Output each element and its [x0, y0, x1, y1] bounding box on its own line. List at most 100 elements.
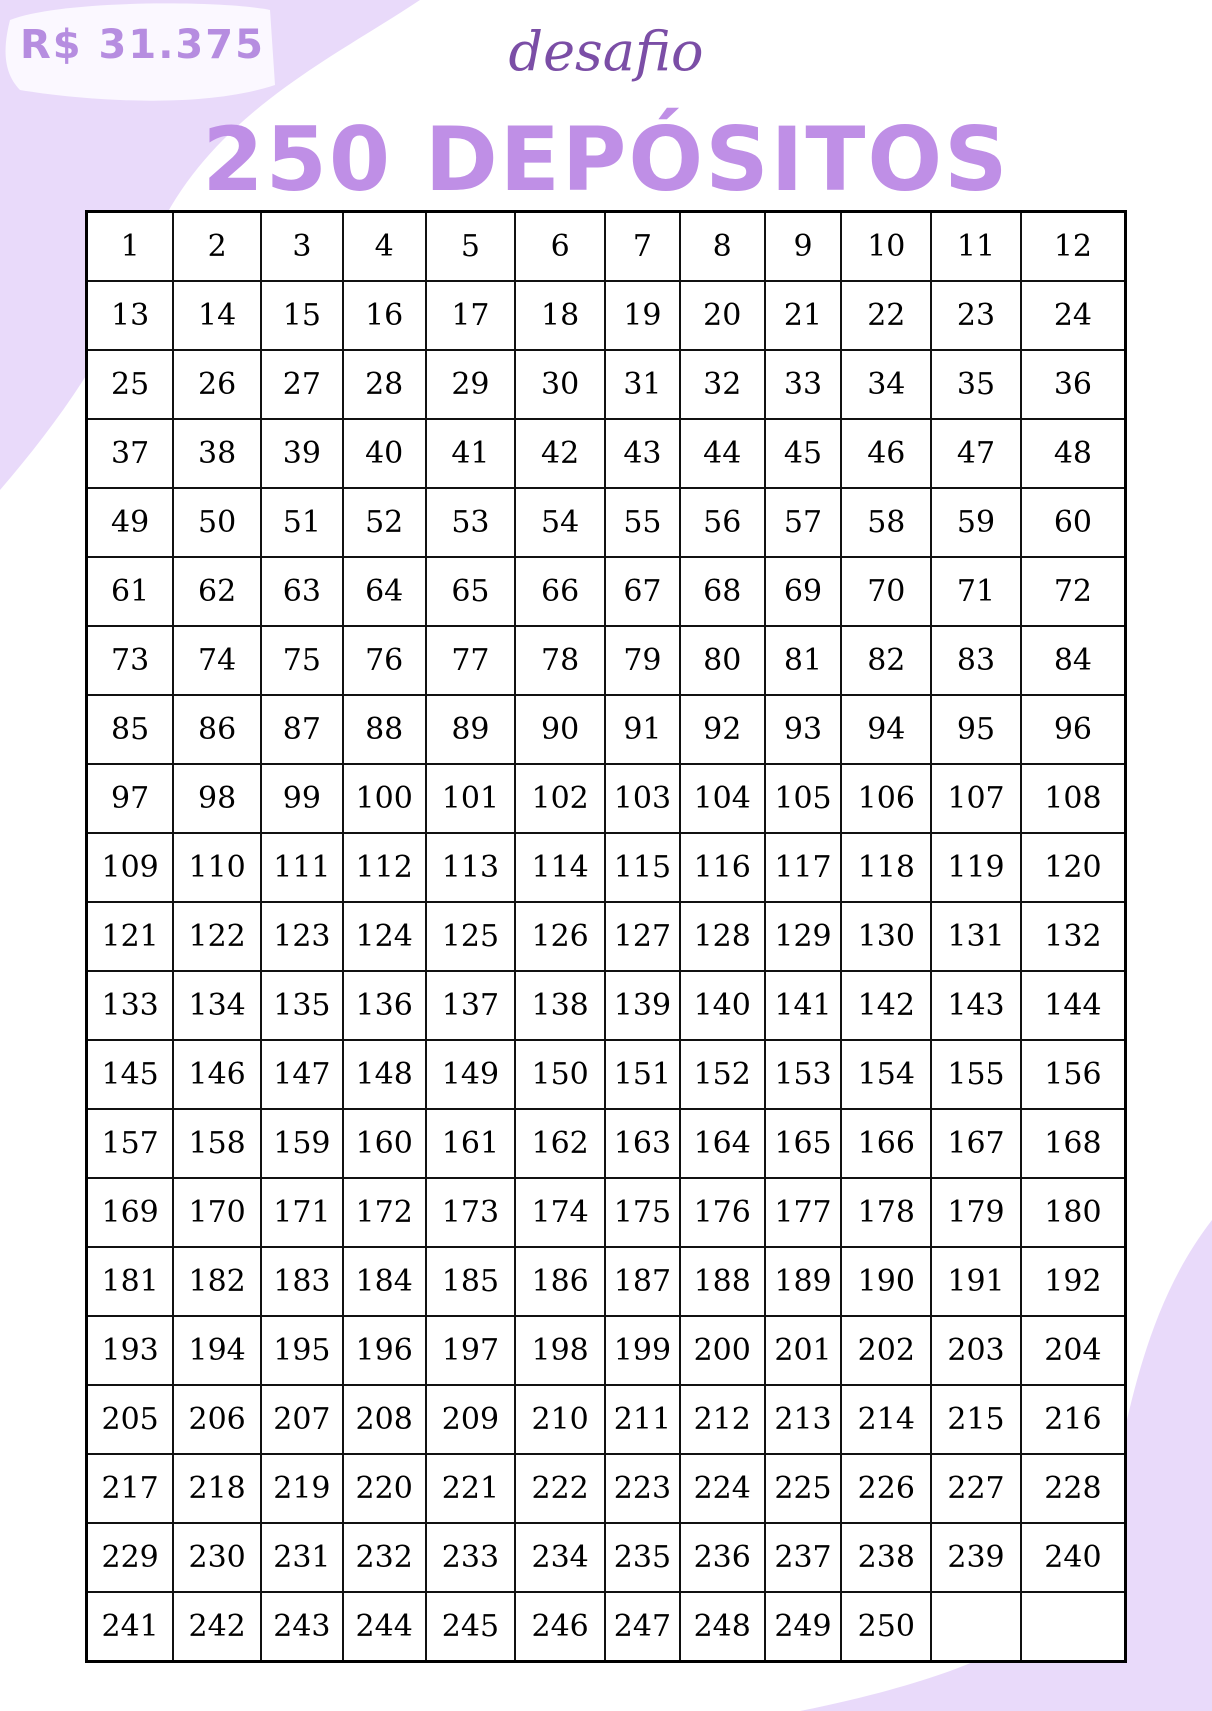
deposit-cell[interactable]: 78	[514, 625, 606, 696]
deposit-cell[interactable]: 247	[603, 1591, 681, 1663]
deposit-cell[interactable]: 143	[930, 970, 1022, 1041]
deposit-cell[interactable]: 151	[603, 1039, 681, 1110]
deposit-cell[interactable]: 201	[763, 1315, 843, 1386]
deposit-cell[interactable]: 13	[85, 280, 175, 351]
deposit-cell[interactable]: 75	[259, 625, 344, 696]
deposit-cell[interactable]: 158	[172, 1108, 262, 1179]
deposit-cell[interactable]: 172	[341, 1177, 427, 1248]
deposit-cell[interactable]: 37	[85, 418, 175, 489]
deposit-cell[interactable]: 155	[930, 1039, 1022, 1110]
deposit-cell[interactable]: 98	[172, 763, 262, 834]
deposit-cell[interactable]: 89	[424, 694, 517, 765]
deposit-cell[interactable]: 173	[424, 1177, 517, 1248]
deposit-cell[interactable]: 44	[678, 418, 766, 489]
deposit-cell[interactable]: 233	[424, 1522, 517, 1593]
deposit-cell[interactable]: 132	[1019, 901, 1127, 972]
deposit-cell[interactable]: 109	[85, 832, 175, 903]
deposit-cell[interactable]: 231	[259, 1522, 344, 1593]
deposit-cell[interactable]: 61	[85, 556, 175, 627]
deposit-cell[interactable]: 170	[172, 1177, 262, 1248]
deposit-cell[interactable]: 65	[424, 556, 517, 627]
deposit-cell[interactable]: 224	[678, 1453, 766, 1524]
deposit-cell[interactable]: 152	[678, 1039, 766, 1110]
deposit-cell[interactable]: 55	[603, 487, 681, 558]
deposit-cell[interactable]: 34	[840, 349, 933, 420]
deposit-cell[interactable]: 87	[259, 694, 344, 765]
deposit-cell[interactable]: 104	[678, 763, 766, 834]
deposit-cell[interactable]: 100	[341, 763, 427, 834]
deposit-cell[interactable]: 216	[1019, 1384, 1127, 1455]
deposit-cell[interactable]: 101	[424, 763, 517, 834]
deposit-cell[interactable]: 175	[603, 1177, 681, 1248]
deposit-cell[interactable]: 238	[840, 1522, 933, 1593]
deposit-cell[interactable]: 236	[678, 1522, 766, 1593]
deposit-cell[interactable]: 199	[603, 1315, 681, 1386]
deposit-cell[interactable]: 3	[259, 210, 344, 282]
deposit-cell[interactable]: 210	[514, 1384, 606, 1455]
deposit-cell[interactable]: 127	[603, 901, 681, 972]
deposit-cell[interactable]: 214	[840, 1384, 933, 1455]
deposit-cell[interactable]: 167	[930, 1108, 1022, 1179]
deposit-cell[interactable]: 45	[763, 418, 843, 489]
deposit-cell[interactable]: 187	[603, 1246, 681, 1317]
deposit-cell[interactable]: 242	[172, 1591, 262, 1663]
deposit-cell[interactable]: 157	[85, 1108, 175, 1179]
deposit-cell[interactable]: 16	[341, 280, 427, 351]
deposit-cell[interactable]: 219	[259, 1453, 344, 1524]
deposit-cell[interactable]: 232	[341, 1522, 427, 1593]
deposit-cell[interactable]: 123	[259, 901, 344, 972]
deposit-cell[interactable]: 35	[930, 349, 1022, 420]
deposit-cell[interactable]: 83	[930, 625, 1022, 696]
deposit-cell[interactable]: 217	[85, 1453, 175, 1524]
deposit-cell[interactable]: 129	[763, 901, 843, 972]
deposit-cell[interactable]: 31	[603, 349, 681, 420]
deposit-cell[interactable]: 241	[85, 1591, 175, 1663]
deposit-cell[interactable]: 20	[678, 280, 766, 351]
deposit-cell[interactable]: 171	[259, 1177, 344, 1248]
deposit-cell[interactable]: 10	[840, 210, 933, 282]
deposit-cell[interactable]: 180	[1019, 1177, 1127, 1248]
deposit-cell[interactable]: 196	[341, 1315, 427, 1386]
deposit-cell[interactable]: 43	[603, 418, 681, 489]
deposit-cell[interactable]: 177	[763, 1177, 843, 1248]
deposit-cell[interactable]: 97	[85, 763, 175, 834]
deposit-cell[interactable]: 156	[1019, 1039, 1127, 1110]
deposit-cell[interactable]: 22	[840, 280, 933, 351]
deposit-cell[interactable]: 206	[172, 1384, 262, 1455]
deposit-cell[interactable]: 8	[678, 210, 766, 282]
deposit-cell[interactable]: 116	[678, 832, 766, 903]
deposit-cell[interactable]: 139	[603, 970, 681, 1041]
deposit-cell[interactable]: 220	[341, 1453, 427, 1524]
empty-cell[interactable]	[1019, 1591, 1127, 1663]
deposit-cell[interactable]: 114	[514, 832, 606, 903]
deposit-cell[interactable]: 154	[840, 1039, 933, 1110]
deposit-cell[interactable]: 179	[930, 1177, 1022, 1248]
deposit-cell[interactable]: 244	[341, 1591, 427, 1663]
deposit-cell[interactable]: 142	[840, 970, 933, 1041]
deposit-cell[interactable]: 245	[424, 1591, 517, 1663]
deposit-cell[interactable]: 27	[259, 349, 344, 420]
deposit-cell[interactable]: 74	[172, 625, 262, 696]
deposit-cell[interactable]: 159	[259, 1108, 344, 1179]
deposit-cell[interactable]: 58	[840, 487, 933, 558]
deposit-cell[interactable]: 54	[514, 487, 606, 558]
deposit-cell[interactable]: 93	[763, 694, 843, 765]
deposit-cell[interactable]: 18	[514, 280, 606, 351]
deposit-cell[interactable]: 94	[840, 694, 933, 765]
deposit-cell[interactable]: 63	[259, 556, 344, 627]
deposit-cell[interactable]: 1	[85, 210, 175, 282]
deposit-cell[interactable]: 146	[172, 1039, 262, 1110]
deposit-cell[interactable]: 243	[259, 1591, 344, 1663]
deposit-cell[interactable]: 19	[603, 280, 681, 351]
deposit-cell[interactable]: 5	[424, 210, 517, 282]
deposit-cell[interactable]: 128	[678, 901, 766, 972]
deposit-cell[interactable]: 110	[172, 832, 262, 903]
deposit-cell[interactable]: 73	[85, 625, 175, 696]
deposit-cell[interactable]: 225	[763, 1453, 843, 1524]
deposit-cell[interactable]: 138	[514, 970, 606, 1041]
deposit-cell[interactable]: 169	[85, 1177, 175, 1248]
deposit-cell[interactable]: 205	[85, 1384, 175, 1455]
deposit-cell[interactable]: 204	[1019, 1315, 1127, 1386]
deposit-cell[interactable]: 190	[840, 1246, 933, 1317]
deposit-cell[interactable]: 70	[840, 556, 933, 627]
